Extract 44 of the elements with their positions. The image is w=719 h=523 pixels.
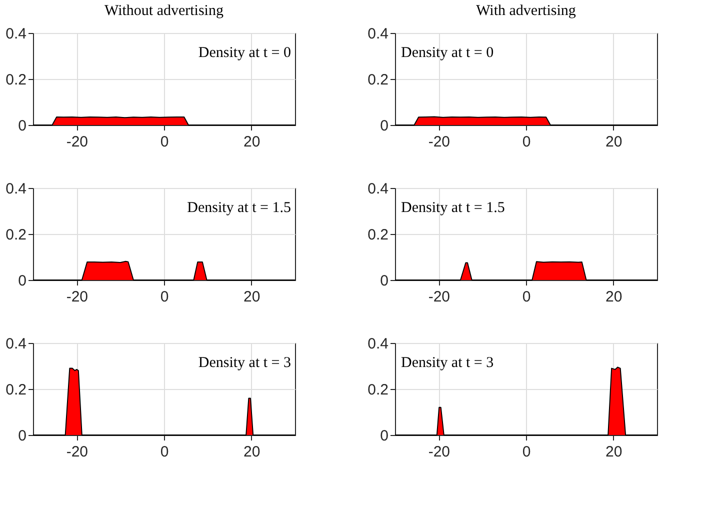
annotation: Density at t = 0 [401, 45, 494, 61]
chart-title: With advertising [476, 3, 576, 19]
y-tick-label: 0 [380, 428, 388, 444]
x-tick-label: -20 [428, 134, 450, 150]
y-tick-label: 0.2 [368, 382, 388, 398]
x-tick-label: -20 [66, 444, 88, 460]
chart-title: Without advertising [104, 3, 224, 19]
x-tick-label: 0 [522, 134, 531, 150]
x-tick-label: 20 [243, 134, 260, 150]
y-tick-label: 0.2 [6, 226, 26, 244]
x-tick-label: 0 [160, 288, 169, 306]
x-tick-label: 20 [243, 444, 260, 460]
annotation: Density at t = 0 [198, 45, 291, 61]
y-tick-label: 0.2 [368, 72, 388, 88]
y-tick-label: 0 [18, 272, 26, 290]
y-tick-label: 0.2 [6, 382, 26, 398]
y-tick-label: 0 [380, 118, 388, 134]
x-tick-label: 0 [160, 134, 169, 150]
y-tick-label: 0.4 [6, 26, 26, 42]
annotation: Density at t = 3 [401, 355, 494, 371]
y-tick-label: 0 [18, 118, 26, 134]
y-tick-label: 0.4 [6, 336, 26, 352]
x-tick-label: 0 [522, 288, 531, 306]
y-tick-label: 0.2 [6, 72, 26, 88]
y-tick-label: 0.2 [368, 226, 388, 244]
x-tick-label: -20 [66, 134, 88, 150]
y-tick-label: 0.4 [368, 26, 388, 42]
annotation: Density at t = 1.5 [401, 200, 505, 216]
annotation: Density at t = 3 [198, 355, 291, 371]
annotation: Density at t = 1.5 [187, 200, 291, 216]
x-tick-label: 20 [605, 134, 622, 150]
x-tick-label: 20 [243, 288, 260, 306]
y-tick-label: 0.4 [368, 336, 388, 352]
x-tick-label: 0 [522, 444, 531, 460]
x-tick-label: -20 [66, 288, 88, 306]
x-tick-label: 20 [605, 444, 622, 460]
y-tick-label: 0.4 [6, 180, 26, 198]
x-tick-label: 20 [605, 288, 622, 306]
y-tick-label: 0 [380, 272, 388, 290]
x-tick-label: -20 [428, 288, 450, 306]
y-tick-label: 0 [18, 428, 26, 444]
y-tick-label: 0.4 [368, 180, 388, 198]
x-tick-label: 0 [160, 444, 169, 460]
x-tick-label: -20 [428, 444, 450, 460]
